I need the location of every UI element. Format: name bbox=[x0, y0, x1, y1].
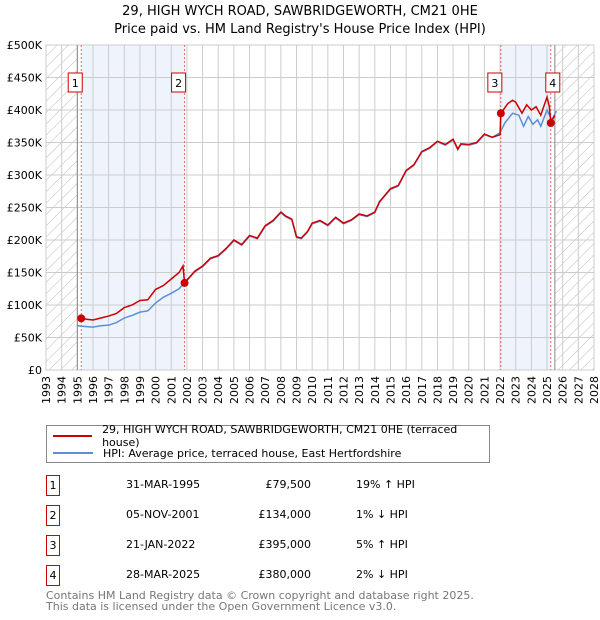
sale-label-border bbox=[171, 72, 187, 93]
legend-item-property: 29, HIGH WYCH ROAD, SAWBRIDGEWORTH, CM21… bbox=[53, 423, 489, 449]
transaction-date: 28-MAR-2025 bbox=[126, 568, 201, 581]
x-tick-label: 2026 bbox=[557, 376, 570, 404]
transaction-hpi-diff: 5% ↑ HPI bbox=[356, 538, 408, 551]
x-tick-label: 2027 bbox=[572, 376, 585, 404]
x-tick-label: 1998 bbox=[118, 376, 131, 404]
x-tick-label: 2001 bbox=[165, 376, 178, 404]
transaction-price: £395,000 bbox=[258, 538, 312, 551]
y-tick-label: £100K bbox=[7, 299, 43, 312]
plot-border bbox=[45, 44, 595, 371]
x-tick-label: 2014 bbox=[369, 376, 382, 404]
transaction-row: 4 28-MAR-2025 £380,000 2% ↓ HPI bbox=[46, 565, 408, 586]
x-tick-label: 2000 bbox=[150, 376, 163, 404]
transaction-date: 31-MAR-1995 bbox=[126, 478, 201, 491]
x-tick-label: 1995 bbox=[71, 376, 84, 404]
x-tick-label: 1993 bbox=[40, 376, 53, 404]
x-tick-label: 2005 bbox=[228, 376, 241, 404]
transaction-number: 1 bbox=[46, 475, 60, 496]
transaction-row: 1 31-MAR-1995 £79,500 19% ↑ HPI bbox=[46, 475, 415, 496]
sale-label-number: 4 bbox=[549, 77, 556, 90]
transaction-number: 3 bbox=[46, 535, 60, 556]
sale-label-border bbox=[545, 72, 561, 93]
x-tick-label: 2019 bbox=[447, 376, 460, 404]
x-tick-label: 2003 bbox=[197, 376, 210, 404]
sale-label-number: 1 bbox=[72, 77, 79, 90]
sale-label-box: 2 bbox=[171, 72, 187, 93]
y-tick-label: £150K bbox=[7, 267, 43, 280]
x-tick-label: 2023 bbox=[510, 376, 523, 404]
footer-licence: This data is licensed under the Open Gov… bbox=[46, 600, 397, 613]
sale-label-number: 3 bbox=[491, 77, 498, 90]
sale-point bbox=[77, 314, 86, 323]
sale-label-box: 4 bbox=[545, 72, 561, 93]
transaction-number: 2 bbox=[46, 505, 60, 526]
x-tick-label: 1994 bbox=[56, 376, 69, 404]
transaction-price: £380,000 bbox=[258, 568, 312, 581]
x-tick-label: 1997 bbox=[103, 376, 116, 404]
transaction-row: 3 21-JAN-2022 £395,000 5% ↑ HPI bbox=[46, 535, 408, 556]
y-tick-label: £50K bbox=[14, 332, 43, 345]
legend-label: 29, HIGH WYCH ROAD, SAWBRIDGEWORTH, CM21… bbox=[102, 423, 458, 449]
transaction-hpi-diff: 2% ↓ HPI bbox=[356, 568, 408, 581]
x-tick-label: 2013 bbox=[353, 376, 366, 404]
x-tick-label: 2009 bbox=[291, 376, 304, 404]
x-tick-label: 2002 bbox=[181, 376, 194, 404]
transaction-row: 2 05-NOV-2001 £134,000 1% ↓ HPI bbox=[46, 505, 408, 526]
y-tick-label: £450K bbox=[7, 72, 43, 85]
x-tick-label: 1999 bbox=[134, 376, 147, 404]
y-tick-label: £0 bbox=[28, 364, 42, 377]
y-tick-label: £400K bbox=[7, 104, 43, 117]
chart-title: 29, HIGH WYCH ROAD, SAWBRIDGEWORTH, CM21… bbox=[122, 4, 478, 19]
sale-label-number: 2 bbox=[175, 77, 182, 90]
sale-point bbox=[180, 278, 189, 287]
chart-subtitle: Price paid vs. HM Land Registry's House … bbox=[114, 22, 486, 37]
y-tick-label: £200K bbox=[7, 234, 43, 247]
legend-item-hpi: HPI: Average price, terraced house, East… bbox=[53, 445, 401, 461]
x-tick-label: 1996 bbox=[87, 376, 100, 404]
sale-label-border bbox=[487, 72, 503, 93]
x-tick-label: 2008 bbox=[275, 376, 288, 404]
y-tick-label: £250K bbox=[7, 202, 43, 215]
x-tick-label: 2017 bbox=[416, 376, 429, 404]
x-tick-label: 2022 bbox=[494, 376, 507, 404]
x-tick-label: 2006 bbox=[244, 376, 257, 404]
price-chart: 1993 1994 1995 1996 1997 1998 1999 2000 2001 2002… bbox=[7, 39, 600, 404]
x-tick-label: 2004 bbox=[212, 376, 225, 404]
y-tick-label: £300K bbox=[7, 169, 43, 182]
transaction-number: 4 bbox=[46, 565, 60, 586]
x-tick-label: 2021 bbox=[478, 376, 491, 404]
transaction-price: £134,000 bbox=[258, 508, 312, 521]
x-tick-label: 2007 bbox=[259, 376, 272, 404]
sale-label-border bbox=[67, 72, 83, 93]
x-tick-label: 2028 bbox=[588, 376, 600, 404]
x-tick-label: 2016 bbox=[400, 376, 413, 404]
sale-point bbox=[546, 119, 555, 127]
x-tick-label: 2024 bbox=[525, 376, 538, 404]
transaction-date: 05-NOV-2001 bbox=[126, 508, 200, 521]
transaction-date: 21-JAN-2022 bbox=[126, 538, 196, 551]
x-tick-label: 2015 bbox=[384, 376, 397, 404]
x-tick-label: 2010 bbox=[306, 376, 319, 404]
transaction-price: £79,500 bbox=[265, 478, 312, 491]
transaction-hpi-diff: 19% ↑ HPI bbox=[356, 478, 415, 491]
x-tick-label: 2025 bbox=[541, 376, 554, 404]
sale-label-box: 3 bbox=[487, 72, 503, 93]
legend-label: HPI: Average price, terraced house, East… bbox=[103, 446, 402, 460]
chart-legend: 29, HIGH WYCH ROAD, SAWBRIDGEWORTH, CM21… bbox=[46, 423, 490, 463]
y-tick-label: £500K bbox=[7, 39, 43, 52]
x-tick-label: 2018 bbox=[431, 376, 444, 404]
x-tick-label: 2011 bbox=[322, 376, 335, 404]
sale-label-box: 1 bbox=[67, 72, 83, 93]
sale-point bbox=[496, 109, 505, 118]
footer-copyright: Contains HM Land Registry data © Crown c… bbox=[46, 589, 474, 602]
transaction-hpi-diff: 1% ↓ HPI bbox=[356, 508, 408, 521]
x-tick-label: 2012 bbox=[337, 376, 350, 404]
x-tick-label: 2020 bbox=[463, 376, 476, 404]
y-tick-label: £350K bbox=[7, 137, 43, 150]
